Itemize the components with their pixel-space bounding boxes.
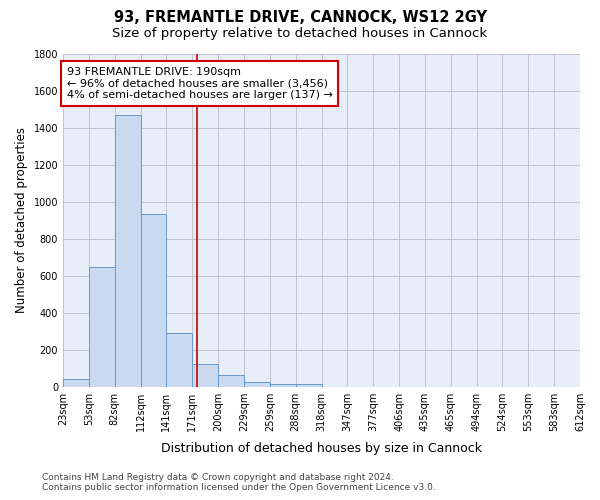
Bar: [244, 382, 270, 386]
Y-axis label: Number of detached properties: Number of detached properties: [15, 128, 28, 314]
Bar: [192, 364, 218, 386]
Text: Size of property relative to detached houses in Cannock: Size of property relative to detached ho…: [112, 28, 488, 40]
Bar: [115, 115, 140, 386]
X-axis label: Distribution of detached houses by size in Cannock: Distribution of detached houses by size …: [161, 442, 482, 455]
Text: 93 FREMANTLE DRIVE: 190sqm
← 96% of detached houses are smaller (3,456)
4% of se: 93 FREMANTLE DRIVE: 190sqm ← 96% of deta…: [67, 67, 333, 100]
Text: Contains HM Land Registry data © Crown copyright and database right 2024.
Contai: Contains HM Land Registry data © Crown c…: [42, 473, 436, 492]
Bar: [218, 374, 244, 386]
Bar: [140, 214, 166, 386]
Text: 93, FREMANTLE DRIVE, CANNOCK, WS12 2GY: 93, FREMANTLE DRIVE, CANNOCK, WS12 2GY: [113, 10, 487, 25]
Bar: [270, 384, 296, 386]
Bar: [296, 384, 322, 386]
Bar: [63, 380, 89, 386]
Bar: [166, 333, 192, 386]
Bar: [89, 266, 115, 386]
